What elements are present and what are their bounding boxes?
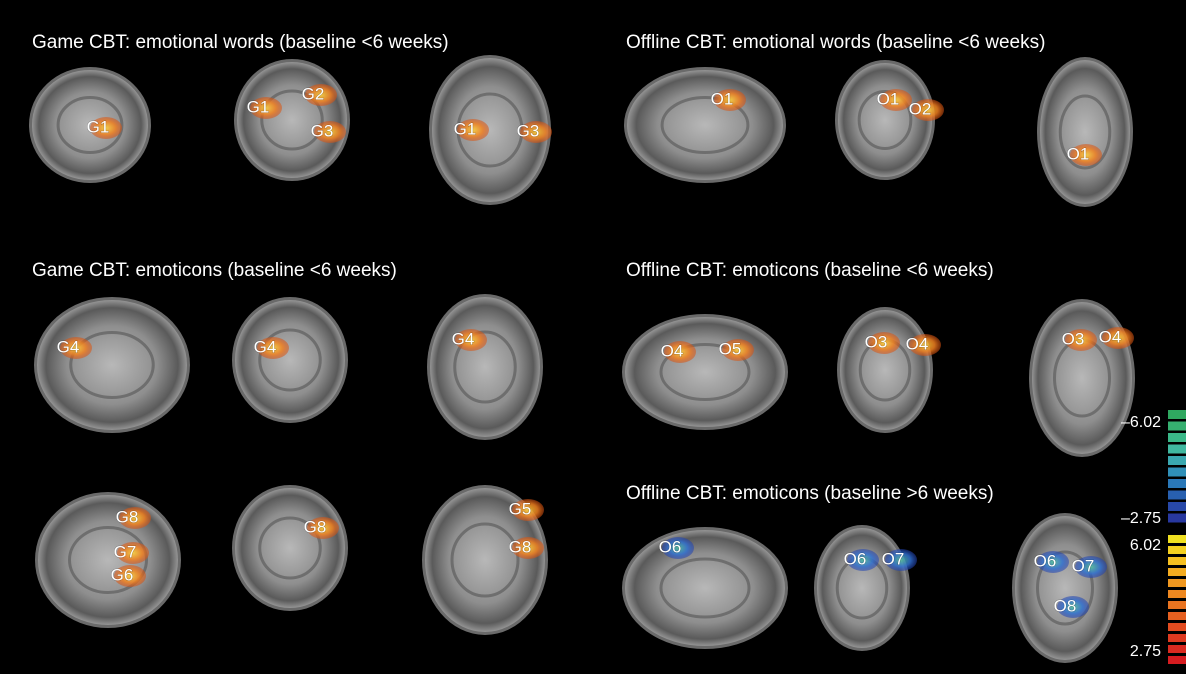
brain-image [1032,302,1132,454]
colorbar-swatch [1168,468,1186,477]
brain-image [625,530,785,646]
region-label: O3 [865,332,888,351]
panel-title: Offline CBT: emoticons (baseline <6 week… [626,260,994,281]
region-label: O6 [844,549,867,568]
colorbar-swatch [1168,612,1186,620]
region-label: O7 [1072,556,1095,575]
colorbar-label: 6.02 [1130,537,1161,554]
brain-image [625,317,785,427]
brain-slice: G4 [427,294,543,440]
figure: Game CBT: emotional words (baseline <6 w… [0,0,1186,669]
colorbar-swatch [1168,502,1186,511]
brain-slice: G1 [29,67,151,183]
colorbar-label: 2.75 [1130,643,1161,660]
brain-image [627,70,783,180]
region-label: G8 [509,537,532,556]
region-label: G7 [114,542,137,561]
brain-slice: O4 O5 [622,314,788,430]
brain-image [38,495,178,625]
colorbar-swatch [1168,590,1186,598]
panel-title: Game CBT: emotional words (baseline <6 w… [32,32,449,53]
brain-image [1015,516,1115,660]
brain-slice: G5 G8 [422,485,548,635]
colorbar-swatch [1168,634,1186,642]
colorbar-swatch [1168,623,1186,631]
brain-slice: O1 [624,67,786,183]
colorbar-swatch [1168,535,1186,543]
brain-image [237,62,347,178]
colorbar-swatch [1168,546,1186,554]
region-label: G1 [87,117,110,136]
region-label: O7 [882,549,905,568]
region-label: G6 [111,565,134,584]
region-label: G1 [247,97,270,116]
region-label: O8 [1054,596,1077,615]
brain-slice: O1 O2 [835,60,944,180]
colorbar-swatch [1168,410,1186,419]
colorbar-swatch [1168,422,1186,431]
region-label: O6 [659,537,682,556]
brain-slice: O3 O4 [837,307,941,433]
colorbar-swatch [1168,433,1186,442]
brain-slice: O3 O4 [1029,299,1135,457]
region-label: O1 [877,89,900,108]
colorbar-swatch [1168,479,1186,488]
brain-slice: G1 G3 [429,55,552,205]
region-label: O3 [1062,329,1085,348]
brain-image [235,488,345,608]
brain-image [235,300,345,420]
region-label: O2 [909,99,932,118]
colorbar-swatch [1168,579,1186,587]
colorbar-label: –2.75 [1121,510,1161,527]
region-label: G8 [304,517,327,536]
region-label: O1 [1067,144,1090,163]
colorbar-swatch [1168,645,1186,653]
brain-image [817,528,907,648]
brain-slice: O6 [622,527,788,649]
panel-title: Offline CBT: emotional words (baseline <… [626,32,1045,53]
region-label: G1 [454,119,477,138]
region-label: O4 [906,334,929,353]
colorbar-swatch [1168,557,1186,565]
brain-image [840,310,930,430]
brain-image [37,300,187,430]
panel-title: Offline CBT: emoticons (baseline >6 week… [626,483,994,504]
region-label: G4 [254,337,277,356]
region-label: O4 [1099,327,1122,346]
colorbar-swatch [1168,656,1186,664]
brain-slice: G4 [232,297,348,423]
brain-slice: O1 [1037,57,1133,207]
brain-image [1040,60,1130,204]
region-label: G3 [311,121,334,140]
brain-slice: G1 G2 G3 [234,59,350,181]
region-label: G4 [452,329,475,348]
brain-slice: G8 G7 G6 [35,492,181,628]
colorbar-label: –6.02 [1121,414,1161,431]
region-label: G4 [57,337,80,356]
region-label: O6 [1034,551,1057,570]
panel-title: Game CBT: emoticons (baseline <6 weeks) [32,260,397,281]
colorbar-swatch [1168,601,1186,609]
brain-image [430,297,540,437]
region-label: G2 [302,84,325,103]
colorbar-swatch [1168,491,1186,500]
region-label: O4 [661,341,684,360]
region-label: O1 [711,89,734,108]
brain-slice: O6 O7 O8 [1012,513,1118,663]
colorbar-swatch [1168,568,1186,576]
colorbar-swatch [1168,456,1186,465]
region-label: O5 [719,339,742,358]
region-label: G3 [517,121,540,140]
brain-slice: O6 O7 [814,525,917,651]
brain-slice: G4 [34,297,190,433]
brain-slice: G8 [232,485,348,611]
colorbar-swatch [1168,514,1186,523]
region-label: G8 [116,507,139,526]
colorbar-swatch [1168,445,1186,454]
brain-image [838,63,932,177]
region-label: G5 [509,499,532,518]
